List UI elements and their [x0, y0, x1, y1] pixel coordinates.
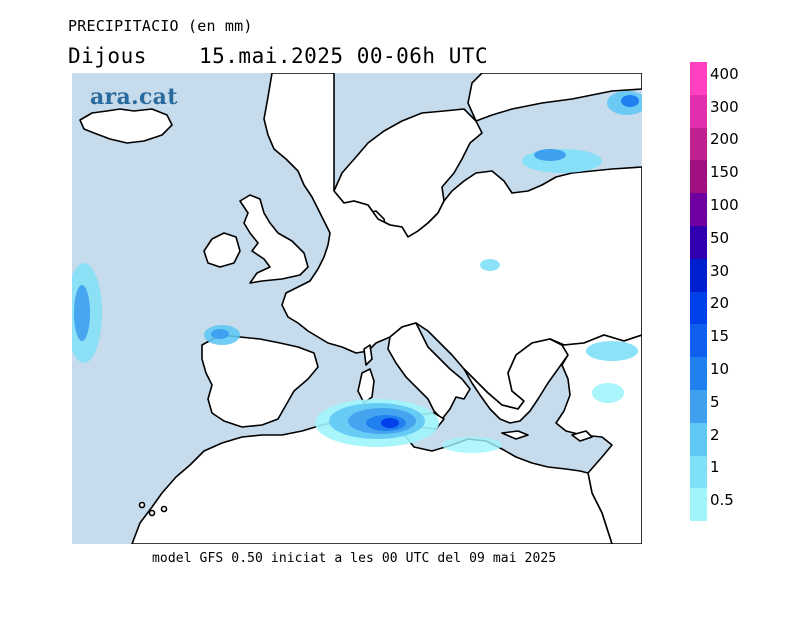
legend-label: 5: [710, 392, 720, 411]
precip-area: [480, 259, 500, 271]
legend-label: 300: [710, 97, 739, 116]
legend-label: 15: [710, 327, 730, 346]
legend-swatch: [690, 225, 707, 259]
iceland: [79, 108, 173, 144]
canary-island: [160, 505, 168, 513]
ireland: [203, 232, 241, 268]
legend-swatch: [690, 127, 707, 161]
legend-label: 150: [710, 163, 739, 182]
iberian-peninsula: [201, 334, 319, 428]
aracat-logo: ara.cat: [90, 84, 178, 110]
precip-area: [586, 341, 638, 361]
legend-swatch: [690, 324, 707, 358]
legend-label: 100: [710, 196, 739, 214]
crete: [501, 430, 529, 440]
model-info: model GFS 0.50 iniciat a les 00 UTC del …: [152, 551, 557, 566]
landmass: [79, 73, 642, 544]
legend-label: 2: [710, 425, 720, 444]
precip-area: [534, 149, 566, 161]
legend-label: 1: [710, 458, 720, 477]
precip-area: [442, 437, 502, 453]
legend-label: 20: [710, 294, 730, 313]
legend-swatch: [690, 258, 707, 292]
canary-island: [138, 501, 146, 509]
forecast-time: Dijous 15.mai.2025 00-06h UTC: [68, 44, 488, 68]
precip-area: [211, 329, 229, 339]
precipitation-legend: [690, 62, 707, 522]
legend-swatch: [690, 488, 707, 522]
precipitation-map: [72, 73, 642, 544]
legend-swatch: [690, 62, 707, 95]
corsica: [363, 344, 373, 366]
great-britain: [239, 194, 309, 284]
legend-swatch: [690, 357, 707, 390]
legend-label: 400: [710, 64, 739, 83]
precipitation-overlay: [72, 91, 642, 453]
legend-label: 200: [710, 130, 739, 149]
cyprus: [571, 430, 593, 442]
legend-label: 0.5: [710, 491, 734, 510]
finland-russia-north: [467, 73, 642, 122]
variable-title: PRECIPITACIO (en mm): [68, 17, 253, 35]
precip-area: [621, 95, 639, 107]
legend-swatch: [690, 160, 707, 194]
legend-swatch: [690, 422, 707, 456]
canary-island: [148, 509, 156, 517]
italy: [387, 322, 471, 420]
precip-area: [381, 418, 399, 428]
legend-label: 50: [710, 228, 730, 247]
legend-swatch: [690, 94, 707, 128]
sardinia: [357, 368, 375, 404]
day-label: Dijous: [68, 44, 147, 68]
legend-swatch: [690, 389, 707, 423]
precip-area: [592, 383, 624, 403]
legend-label: 30: [710, 261, 730, 280]
legend-swatch: [690, 455, 707, 489]
legend-swatch: [690, 291, 707, 325]
legend-label: 10: [710, 360, 730, 378]
legend-swatch: [690, 193, 707, 226]
precip-area: [74, 285, 90, 341]
date-label: 15.mai.2025 00-06h UTC: [199, 44, 489, 68]
